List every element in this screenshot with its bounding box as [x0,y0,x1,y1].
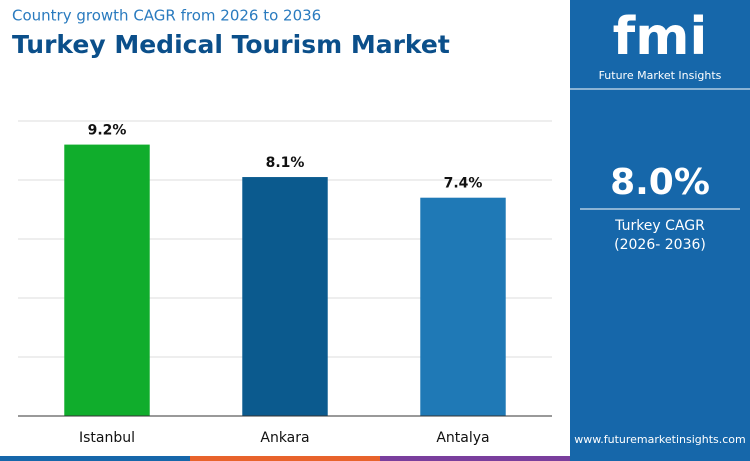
strip [0,456,190,461]
brand: Future Market Insights [599,69,722,82]
bar [420,197,506,416]
x-tick-label: Ankara [260,430,309,446]
x-tick-label: Istanbul [79,430,135,446]
strip [380,456,570,461]
chart-title: Turkey Medical Tourism Market [12,30,450,59]
value-label: 7.4% [444,176,483,192]
value-label: 9.2% [88,123,127,139]
bar [242,177,328,416]
bar [64,144,150,416]
x-tick-label: Antalya [436,430,489,446]
value-label: 8.1% [266,155,305,171]
cagr-value: 8.0% [610,162,710,203]
cagr-label: Turkey CAGR [614,218,705,234]
website: www.futuremarketinsights.com [574,433,746,446]
chart-subtitle: Country growth CAGR from 2026 to 2036 [12,7,321,25]
logo: fmi [613,7,708,67]
cagr-period: (2026- 2036) [614,237,706,253]
side-panel [570,0,750,461]
strip [190,456,380,461]
